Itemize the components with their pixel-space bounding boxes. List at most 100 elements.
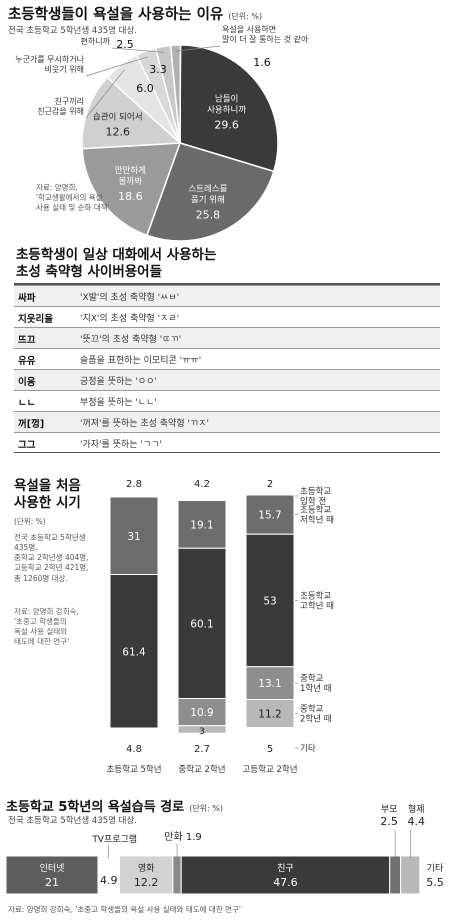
hbar-label: 기타 bbox=[427, 863, 444, 874]
legend-label: 2학년 때 bbox=[300, 714, 332, 725]
hbar-value: 21 bbox=[45, 876, 59, 889]
stacked-value: 4.8 bbox=[126, 744, 142, 755]
stacked-value: 2.7 bbox=[194, 744, 210, 755]
hbar-label: 만화 1.9 bbox=[164, 831, 201, 843]
table-row: 지읏리을 '지X'의 초성 축약형 'ㅈㄹ' bbox=[14, 306, 440, 328]
hbar-value: 4.9 bbox=[100, 874, 118, 887]
legend-label: 저학년 때 bbox=[300, 515, 334, 526]
leader-line bbox=[175, 45, 221, 52]
stacked-source-line: 태도에 대한 연구' bbox=[14, 637, 70, 647]
hbar-label: 영화 bbox=[138, 863, 155, 874]
leader-line bbox=[85, 69, 125, 119]
pie-outer-value: 3.3 bbox=[149, 63, 167, 76]
stacked-source-line: 자료: 양명희 강희숙, bbox=[14, 607, 79, 616]
hbar-segment bbox=[118, 855, 174, 895]
hbar-unit: (단위: %) bbox=[189, 804, 224, 813]
pie-title-text: 초등학생들이 욕설을 사용하는 이유 bbox=[8, 7, 224, 23]
meaning-cell: '가자'를 뜻하는 'ㄱㄱ' bbox=[80, 440, 162, 450]
pie-slice bbox=[179, 44, 279, 173]
stacked-segment bbox=[245, 699, 295, 728]
hbar-title: 초등학교 5학년의 욕설습득 경로 (단위: %) bbox=[6, 796, 223, 816]
pie-slice bbox=[81, 76, 182, 150]
hbar-label: 인터넷 bbox=[40, 863, 65, 874]
hbar-labels: 인터넷 21 영화 12.2 친구 47.6 TV프로그램 4.9 만화 1.9 부모2.5 형제4… bbox=[40, 804, 444, 889]
hbar-label: 친구 bbox=[277, 863, 294, 874]
stacked-category-labels: 초등학교 5학년 중학교 2학년 고등학교 2학년 bbox=[106, 764, 297, 775]
pie-outer-label: 누군가를 무시하거나 bbox=[15, 54, 84, 64]
pie-slice-value: 25.8 bbox=[196, 208, 221, 221]
legend-label: 중학교 bbox=[300, 704, 324, 715]
hbar-value: 12.2 bbox=[134, 876, 159, 889]
pie-source-line: 자료: 양명희, bbox=[36, 183, 78, 192]
stacked-desc-line: 전국 초등학교 5학년생 bbox=[14, 533, 86, 542]
stacked-desc: 전국 초등학교 5학년생 435명, 중학교 2학년생 404명, 고등학교 2… bbox=[14, 533, 109, 584]
pie-slice bbox=[145, 142, 275, 242]
hbar-title-text: 초등학교 5학년의 욕설습득 경로 bbox=[6, 800, 185, 815]
hbar-chart: 인터넷 21 영화 12.2 친구 47.6 TV프로그램 4.9 만화 1.9 부모2.5 형제4… bbox=[5, 804, 445, 895]
pie-outer-label: 욕설을 사용하면 bbox=[222, 24, 276, 34]
pie-slice-label: 남들이 bbox=[215, 94, 238, 105]
pie-subtitle: 전국 초등학교 5학년생 435명 대상. bbox=[8, 26, 137, 36]
table-row: 뜨끄 '뜻끄'의 초성 축약형 'ㄸㄲ' bbox=[14, 327, 440, 349]
pie-slice bbox=[169, 44, 182, 144]
term-cell: 꺼[껑] bbox=[18, 419, 45, 430]
hbar-value: 47.6 bbox=[273, 876, 298, 889]
hbar-segment bbox=[172, 855, 182, 895]
pie-unit: (단위: %) bbox=[228, 12, 263, 21]
pie-outer-label: 비웃기 위해 bbox=[45, 64, 84, 74]
hbar-segment bbox=[419, 855, 445, 895]
stacked-value: 11.2 bbox=[258, 709, 281, 721]
stacked-value: 13.1 bbox=[258, 678, 281, 690]
stacked-segment bbox=[246, 727, 294, 740]
stacked-segment bbox=[178, 490, 226, 501]
stacked-segment bbox=[110, 490, 158, 497]
table-title: 초등학생이 일상 대화에서 사용하는 초성 축약형 사이버용어들 bbox=[16, 247, 216, 281]
pie-slice bbox=[81, 142, 182, 237]
meaning-cell: 슬픔을 표현하는 이모티콘 'ㅠㅠ' bbox=[80, 356, 202, 366]
pie-slice-label: 스트레스를 bbox=[188, 184, 227, 194]
stacked-value: 53 bbox=[263, 596, 276, 608]
table-top-rule bbox=[14, 283, 440, 285]
pie-leader-lines bbox=[85, 45, 221, 119]
leader-line bbox=[111, 47, 165, 53]
term-cell: 뜨끄 bbox=[18, 335, 36, 346]
table-row: 그그 '가자'를 뜻하는 'ㄱㄱ' bbox=[14, 432, 440, 454]
term-cell: 유유 bbox=[18, 356, 36, 367]
pie-slice-value: 12.6 bbox=[105, 126, 130, 139]
stacked-segment bbox=[178, 733, 226, 740]
pie-outer-label: 친근감을 위해 bbox=[37, 106, 84, 116]
stacked-value: 2.8 bbox=[126, 479, 142, 490]
stacked-value: 2 bbox=[267, 479, 273, 490]
hbar-label: TV프로그램 bbox=[91, 833, 137, 845]
stacked-segment bbox=[177, 547, 227, 699]
stacked-bars bbox=[109, 490, 295, 740]
stacked-segment bbox=[177, 500, 227, 549]
stacked-bar-chart: 3161.42.84.819.160.110.94.22.715.75313.1… bbox=[106, 479, 334, 775]
meaning-cell: '꺼져'를 뜻하는 초성 축약형 'ㄲㅈ' bbox=[80, 419, 209, 429]
legend-label: 고학년 때 bbox=[300, 601, 334, 612]
legend-label: 입학 전 bbox=[300, 496, 326, 507]
stacked-desc-line: 중학교 2학년생 404명, bbox=[14, 553, 89, 563]
meaning-cell: 부정을 뜻하는 'ㄴㄴ' bbox=[80, 398, 157, 408]
hbar-segment bbox=[389, 855, 402, 895]
stacked-segment bbox=[110, 728, 158, 740]
hbar-label: 부모 bbox=[381, 804, 398, 815]
stacked-value: 3 bbox=[199, 727, 205, 737]
meaning-cell: 긍정을 뜻하는 'ㅇㅇ' bbox=[80, 377, 157, 387]
meaning-cell: '뜻끄'의 초성 축약형 'ㄸㄲ' bbox=[80, 335, 182, 345]
pie-slice-value: 29.6 bbox=[214, 119, 239, 132]
legend-label: 초등학교 bbox=[300, 486, 331, 497]
stacked-source-line: '초중고 학생들의 bbox=[14, 617, 67, 627]
stacked-desc-line: 435명, bbox=[14, 543, 38, 553]
hbar-value: 4.4 bbox=[408, 815, 426, 828]
hbar-value: 5.5 bbox=[426, 876, 444, 889]
stacked-title-line: 욕설을 처음 bbox=[14, 478, 81, 494]
term-cell: 싸파 bbox=[18, 293, 36, 304]
hbar-source: 자료: 양명희 강희숙, '초중고 학생들의 욕설 사용 실태와 태도에 대한 … bbox=[8, 905, 241, 914]
stacked-value: 15.7 bbox=[258, 510, 281, 522]
stacked-source-line: 욕설 사용 실태와 bbox=[14, 627, 68, 637]
term-cell: 지읏리을 bbox=[18, 314, 53, 325]
term-cell: 그그 bbox=[18, 440, 36, 451]
stacked-segment bbox=[245, 494, 295, 535]
